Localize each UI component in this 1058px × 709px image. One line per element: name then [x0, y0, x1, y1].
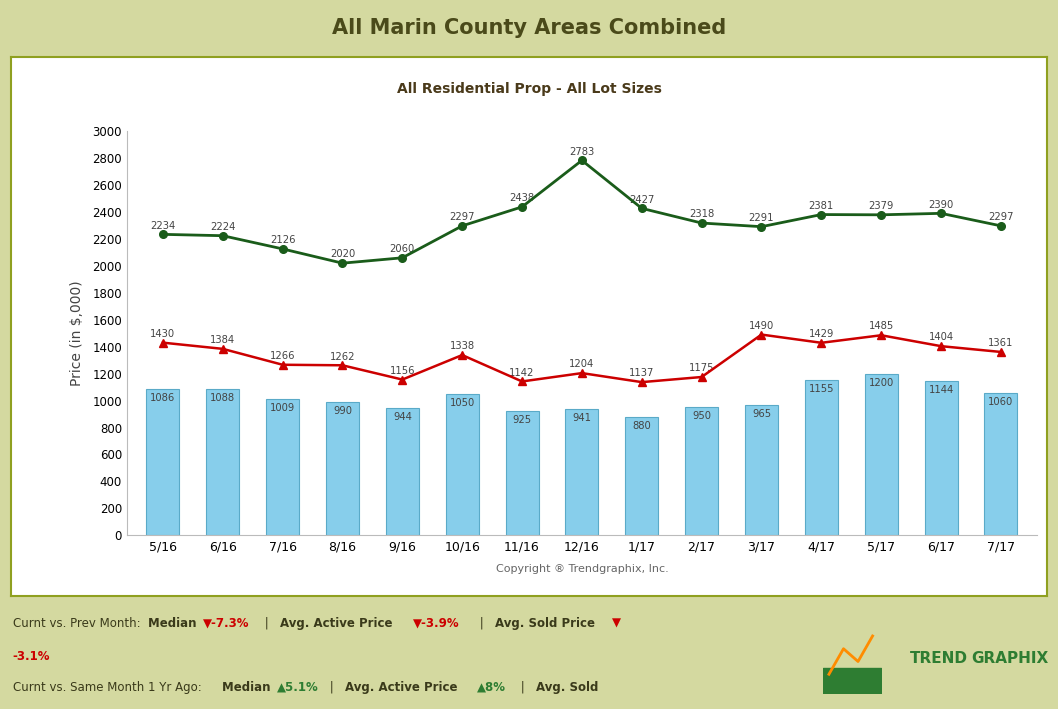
Text: ▲5.1%: ▲5.1%	[277, 681, 318, 693]
Text: Avg. Active Price: Avg. Active Price	[345, 681, 461, 693]
Text: ▼: ▼	[612, 617, 621, 630]
Text: 950: 950	[692, 411, 711, 421]
Text: Avg. Sold: Avg. Sold	[536, 681, 599, 693]
Y-axis label: Price (in $,000): Price (in $,000)	[70, 281, 84, 386]
Text: |: |	[476, 617, 488, 630]
Text: 1262: 1262	[330, 352, 355, 362]
Text: 941: 941	[572, 413, 591, 423]
Bar	[267, 399, 299, 535]
Bar	[925, 381, 957, 535]
Text: 2291: 2291	[749, 213, 774, 223]
Text: |: |	[517, 681, 529, 693]
Text: Median: Median	[148, 617, 201, 630]
Text: 1430: 1430	[150, 329, 176, 339]
Text: 880: 880	[633, 420, 651, 431]
Text: |: |	[261, 617, 273, 630]
Text: 1338: 1338	[450, 341, 475, 351]
Text: 2126: 2126	[270, 235, 295, 245]
Bar	[445, 394, 478, 535]
Text: 965: 965	[752, 409, 771, 419]
Text: -3.1%: -3.1%	[13, 649, 50, 663]
Text: 2427: 2427	[630, 194, 655, 205]
Bar	[206, 389, 239, 535]
Text: ▼-7.3%: ▼-7.3%	[203, 617, 250, 630]
Text: 1009: 1009	[270, 403, 295, 413]
Text: 2020: 2020	[330, 250, 355, 259]
Text: 2224: 2224	[211, 222, 236, 232]
Text: 2318: 2318	[689, 209, 714, 219]
Text: 1404: 1404	[929, 333, 953, 342]
Text: |: |	[326, 681, 338, 693]
Text: ▲8%: ▲8%	[477, 681, 506, 693]
Text: 1200: 1200	[869, 378, 894, 388]
Text: 2379: 2379	[869, 201, 894, 211]
Text: 2234: 2234	[150, 220, 176, 230]
Text: 1050: 1050	[450, 398, 475, 408]
Text: All Residential Prop - All Lot Sizes: All Residential Prop - All Lot Sizes	[397, 82, 661, 96]
Text: 1086: 1086	[150, 393, 176, 403]
Text: 1156: 1156	[389, 366, 415, 376]
Text: Median: Median	[222, 681, 275, 693]
Bar	[326, 402, 359, 535]
Bar	[565, 408, 599, 535]
Text: Avg. Sold Price: Avg. Sold Price	[495, 617, 599, 630]
Text: 1490: 1490	[749, 320, 774, 331]
Text: 1175: 1175	[689, 363, 714, 373]
Text: 2381: 2381	[808, 201, 834, 211]
X-axis label: Copyright ® Trendgraphix, Inc.: Copyright ® Trendgraphix, Inc.	[495, 564, 669, 574]
Text: 1142: 1142	[509, 368, 534, 378]
Bar	[805, 380, 838, 535]
Text: 944: 944	[393, 412, 412, 422]
Text: All Marin County Areas Combined: All Marin County Areas Combined	[332, 18, 726, 38]
Text: Curnt vs. Prev Month:: Curnt vs. Prev Month:	[13, 617, 144, 630]
Text: 1429: 1429	[808, 329, 834, 339]
Bar	[984, 393, 1018, 535]
Text: 2060: 2060	[389, 244, 415, 254]
Text: 2297: 2297	[988, 212, 1014, 222]
Bar	[864, 374, 897, 535]
Bar	[506, 411, 539, 535]
Text: 2297: 2297	[450, 212, 475, 222]
Text: 1155: 1155	[808, 384, 834, 393]
Text: TREND: TREND	[910, 651, 968, 666]
Text: 1485: 1485	[869, 321, 894, 332]
Text: 2438: 2438	[510, 193, 534, 203]
Bar	[146, 389, 180, 535]
Text: 1384: 1384	[211, 335, 235, 345]
Text: 990: 990	[333, 406, 352, 416]
Text: 1204: 1204	[569, 359, 595, 369]
Bar	[745, 406, 778, 535]
Text: ▼-3.9%: ▼-3.9%	[413, 617, 459, 630]
Text: Avg. Active Price: Avg. Active Price	[280, 617, 397, 630]
Text: GRAPHIX: GRAPHIX	[971, 651, 1048, 666]
Bar	[686, 407, 718, 535]
Text: Curnt vs. Same Month 1 Yr Ago:: Curnt vs. Same Month 1 Yr Ago:	[13, 681, 205, 693]
Bar	[386, 408, 419, 535]
Text: 1060: 1060	[988, 396, 1014, 406]
Text: 1361: 1361	[988, 338, 1014, 348]
Bar	[625, 417, 658, 535]
Text: 1144: 1144	[929, 385, 953, 395]
Text: 1088: 1088	[211, 393, 235, 403]
Text: 1266: 1266	[270, 351, 295, 361]
Text: 2390: 2390	[929, 199, 953, 210]
Text: 1137: 1137	[630, 369, 655, 379]
Text: 925: 925	[512, 415, 531, 425]
Text: 2783: 2783	[569, 147, 595, 157]
